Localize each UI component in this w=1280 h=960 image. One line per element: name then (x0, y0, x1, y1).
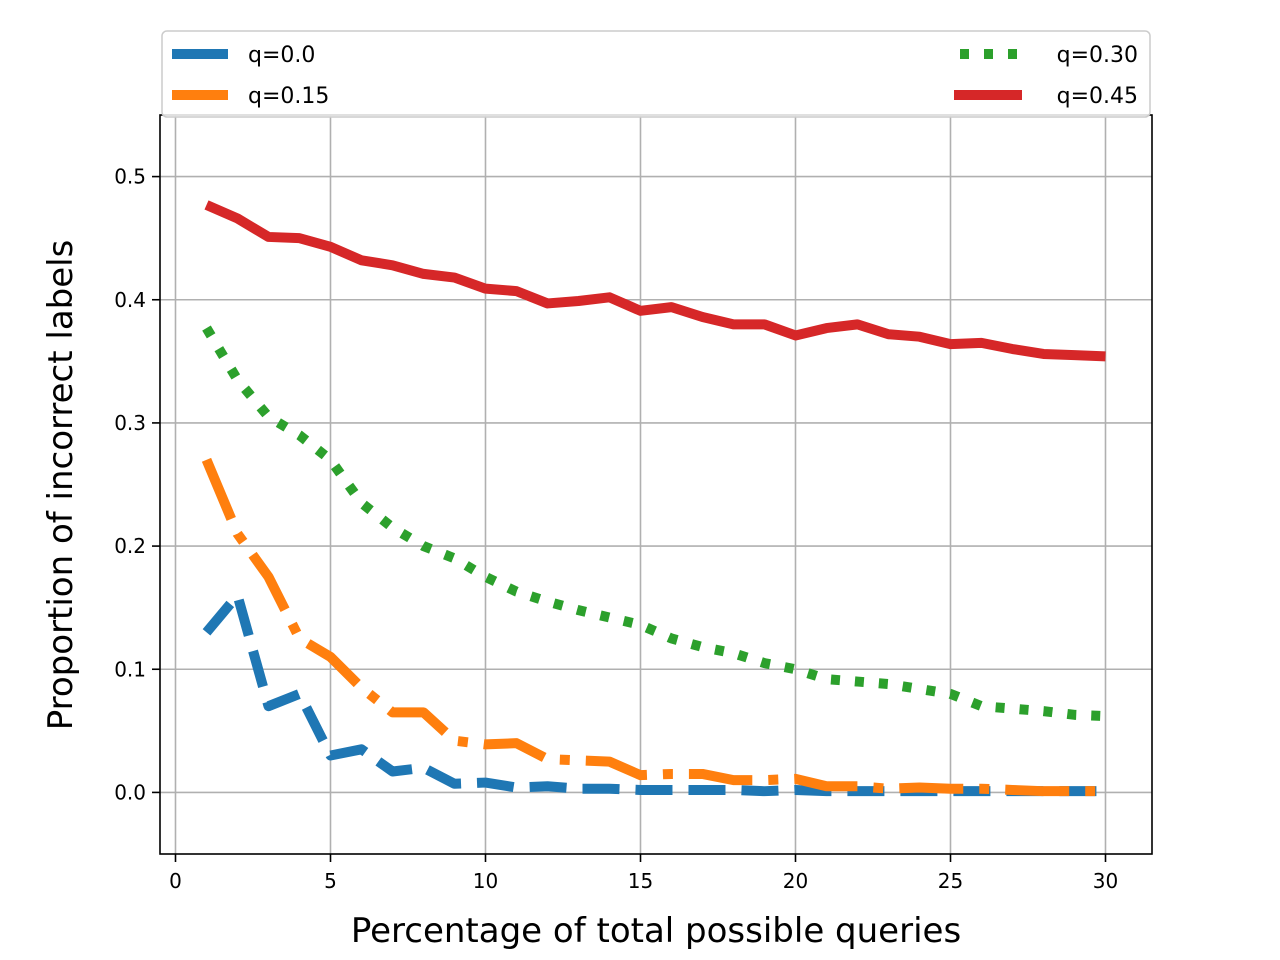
series-lines (201, 200, 1106, 797)
series-line-q-0-45 (204, 200, 1106, 362)
legend: q=0.0 q=0.15 q=0.30 q=0.45 (161, 30, 1151, 118)
x-tick-label: 15 (628, 869, 653, 893)
y-tick-label: 0.5 (114, 165, 146, 189)
y-tick-label: 0.1 (114, 657, 146, 681)
legend-label: q=0.15 (248, 84, 329, 109)
legend-label: q=0.0 (248, 43, 315, 68)
series-line-q-0-30 (202, 325, 1106, 722)
x-tick-label: 25 (938, 869, 963, 893)
series-line-q-0-0 (202, 590, 1106, 797)
x-tick-label: 5 (324, 869, 337, 893)
x-tick-label: 20 (783, 869, 808, 893)
y-tick-label: 0.3 (114, 411, 146, 435)
x-axis-ticks: 0 5 10 15 20 25 30 (169, 854, 1118, 893)
plot-frame (159, 114, 1153, 855)
x-axis-label: Percentage of total possible queries (351, 911, 961, 951)
y-tick-label: 0.2 (114, 534, 146, 558)
legend-label: q=0.30 (1057, 43, 1138, 68)
y-tick-label: 0.4 (114, 288, 146, 312)
legend-box (161, 30, 1151, 118)
series-line-q-0-15 (201, 457, 1106, 797)
x-tick-label: 30 (1093, 869, 1118, 893)
x-tick-label: 0 (169, 869, 182, 893)
x-tick-label: 10 (473, 869, 498, 893)
grid-lines (160, 115, 1152, 854)
y-axis-label: Proportion of incorrect labels (41, 240, 81, 731)
legend-label: q=0.45 (1057, 84, 1138, 109)
y-tick-label: 0.0 (114, 780, 146, 804)
y-axis-ticks: 0.0 0.1 0.2 0.3 0.4 0.5 (114, 165, 160, 804)
